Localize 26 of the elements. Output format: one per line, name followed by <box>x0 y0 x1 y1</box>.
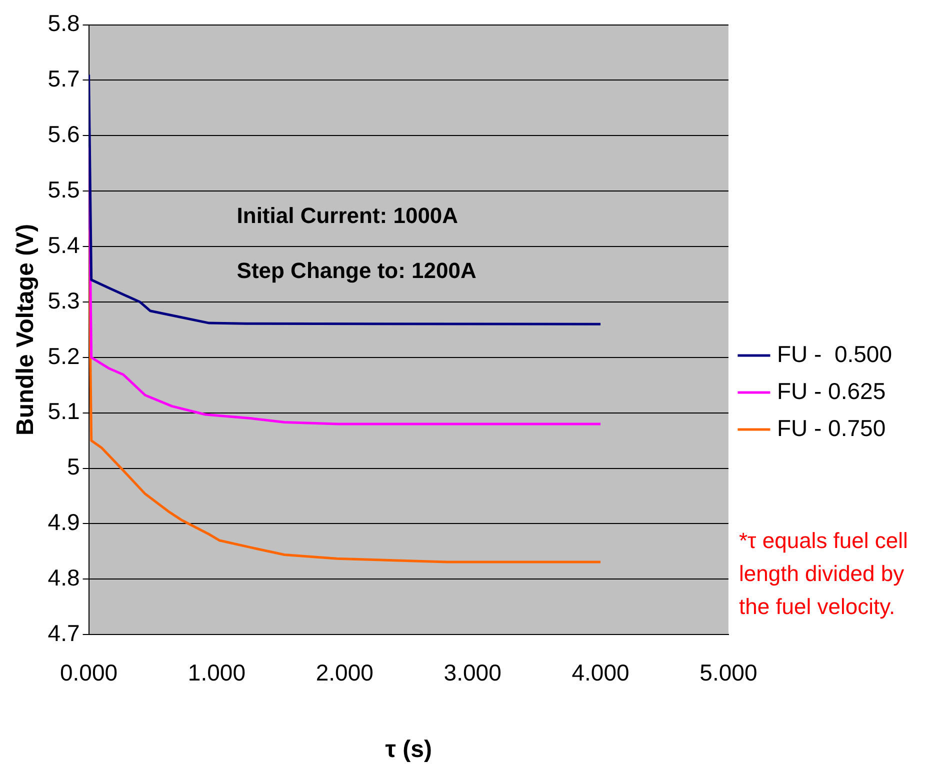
y-tick-label: 4.9 <box>48 509 80 536</box>
x-tick-label: 4.000 <box>572 660 630 686</box>
legend-label: FU - 0.500 <box>776 340 892 367</box>
annotation: Step Change to: 1200A <box>236 258 476 283</box>
y-tick-label: 5.6 <box>48 121 80 148</box>
x-tick-label: 3.000 <box>444 660 502 686</box>
text: *τ equals fuel cell length divided by the fuel velocity. <box>739 527 909 621</box>
legend-label: FU - 0.750 <box>776 414 886 441</box>
x-tick-label: 5.000 <box>700 660 758 686</box>
y-tick-label: 5.8 <box>48 10 80 36</box>
y-tick-label: 5.4 <box>48 232 80 258</box>
y-tick-label: 5.5 <box>48 176 80 202</box>
annotation: Initial Current: 1000A <box>236 202 458 228</box>
y-tick-label: 5.1 <box>48 398 80 424</box>
x-axis-title: τ (s) <box>385 736 432 764</box>
y-tick-label: 5.3 <box>48 287 80 314</box>
y-tick-label: 4.8 <box>48 564 80 591</box>
y-axis-title: Bundle Voltage (V) <box>12 224 40 436</box>
y-tick-label: 5 <box>66 454 80 480</box>
x-tick-label: 1.000 <box>188 660 246 686</box>
legend-label: FU - 0.625 <box>776 378 886 404</box>
y-tick-label: 4.7 <box>48 620 80 646</box>
y-tick-label: 5.2 <box>48 342 80 369</box>
y-tick-label: 5.7 <box>48 66 80 92</box>
x-tick-label: 2.000 <box>316 660 374 686</box>
x-tick-label: 0.000 <box>60 660 118 686</box>
